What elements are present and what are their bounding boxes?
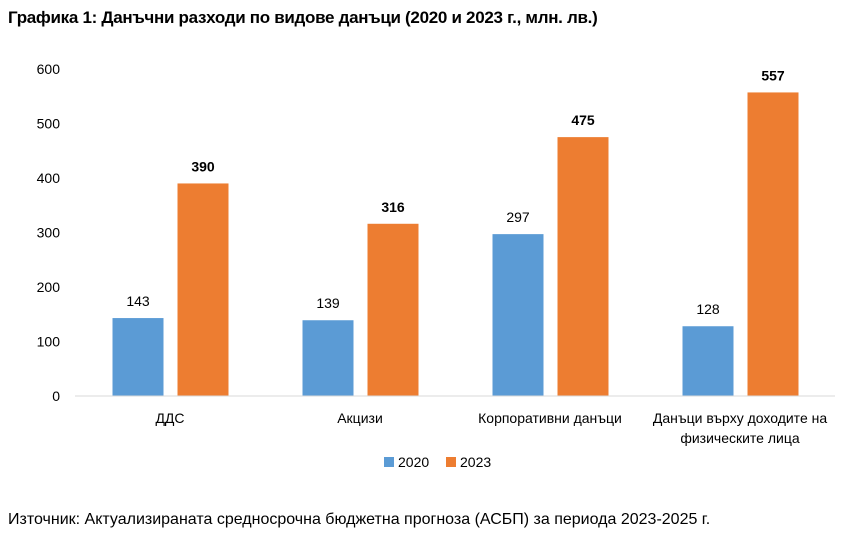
- data-label: 297: [506, 209, 530, 225]
- data-label: 390: [191, 158, 215, 174]
- y-tick-label: 100: [37, 334, 61, 350]
- bar-2020: [302, 320, 354, 396]
- bar-2023: [747, 92, 799, 396]
- y-tick-label: 600: [37, 61, 61, 77]
- y-tick-label: 0: [52, 388, 60, 404]
- y-tick-label: 300: [37, 225, 61, 241]
- x-tick-label: Данъци върху доходите на: [653, 410, 827, 426]
- legend-swatch-2020: [384, 457, 394, 467]
- legend-swatch-2023: [446, 457, 456, 467]
- data-label: 139: [316, 295, 340, 311]
- bar-2020: [682, 326, 734, 396]
- data-label: 143: [126, 293, 150, 309]
- bar-2020: [492, 234, 544, 396]
- data-label: 475: [571, 112, 595, 128]
- data-label: 316: [381, 199, 405, 215]
- y-tick-label: 500: [37, 116, 61, 132]
- x-tick-label: Корпоративни данъци: [478, 410, 622, 426]
- x-tick-label: ДДС: [155, 410, 184, 426]
- bar-2023: [557, 137, 609, 396]
- y-tick-label: 400: [37, 170, 61, 186]
- x-tick-label: Акцизи: [337, 410, 383, 426]
- legend-label: 2023: [460, 454, 491, 470]
- y-tick-label: 200: [37, 279, 61, 295]
- data-label: 128: [696, 301, 720, 317]
- x-tick-label: физическите лица: [680, 430, 800, 446]
- data-label: 557: [761, 67, 785, 83]
- chart-title: Графика 1: Данъчни разходи по видове дан…: [8, 8, 598, 27]
- bar-2020: [112, 318, 164, 396]
- bar-2023: [367, 223, 419, 396]
- bar-2023: [177, 183, 229, 396]
- source-note: Източник: Актуализираната средносрочна б…: [8, 511, 711, 528]
- legend-label: 2020: [398, 454, 429, 470]
